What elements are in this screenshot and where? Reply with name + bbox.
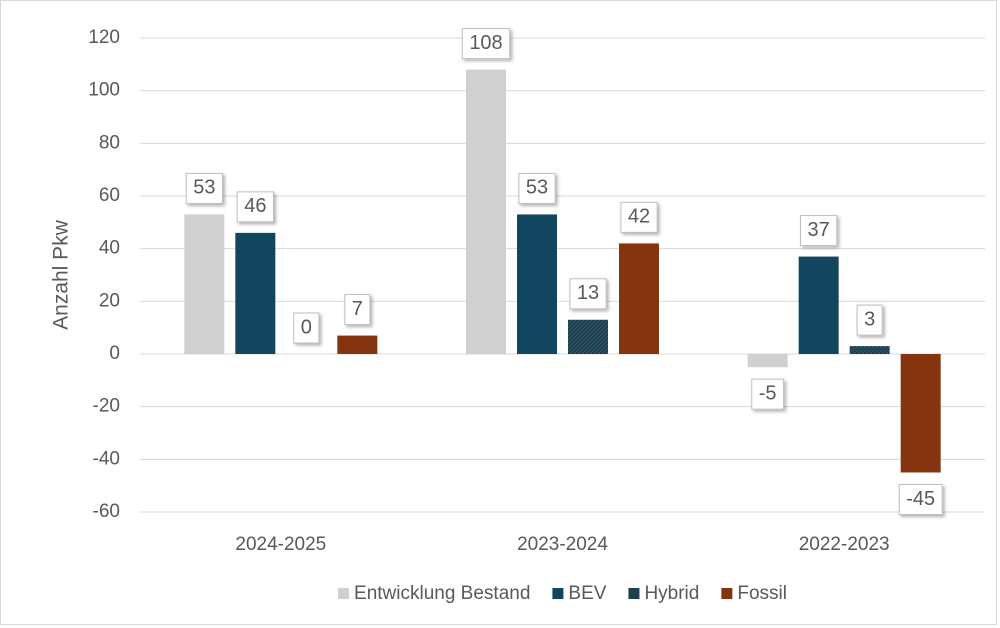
data-label: 53 — [185, 172, 223, 204]
y-tick-label: 40 — [99, 238, 120, 259]
y-axis-title: Anzahl Pkw — [50, 219, 73, 330]
y-tick-label: 0 — [109, 343, 120, 364]
y-tick-label: -40 — [93, 448, 120, 469]
data-label-text: 37 — [808, 219, 830, 241]
y-tick-label: 60 — [99, 185, 120, 206]
data-label-text: 0 — [301, 316, 312, 338]
legend-label: Entwicklung Bestand — [354, 583, 530, 604]
y-tick-label: 20 — [99, 290, 120, 311]
data-label-text: 53 — [526, 177, 548, 199]
bar — [900, 354, 941, 473]
data-label-text: -5 — [759, 382, 777, 404]
data-label: 53 — [518, 172, 556, 204]
legend-item: Hybrid — [628, 583, 699, 604]
legend-item: Fossil — [721, 583, 787, 604]
legend-swatch — [721, 588, 733, 599]
bar — [337, 335, 378, 354]
y-tick-label: -60 — [93, 501, 120, 522]
data-label: -45 — [898, 484, 943, 515]
data-label-box — [569, 278, 607, 310]
data-label: 108 — [461, 28, 511, 60]
data-label: 42 — [620, 201, 658, 233]
data-label-text: 13 — [577, 282, 599, 304]
legend-label: Hybrid — [644, 583, 699, 604]
data-label-box — [620, 201, 658, 233]
data-label: -5 — [751, 378, 785, 410]
legend-label: BEV — [568, 583, 606, 604]
data-label-text: 7 — [352, 298, 363, 320]
data-label-text: 108 — [469, 32, 502, 54]
data-label-box — [800, 215, 838, 247]
legend-label: Fossil — [737, 583, 787, 604]
data-label: 13 — [569, 278, 607, 310]
data-label-text: -45 — [906, 488, 935, 510]
bar — [235, 232, 276, 354]
data-label-text: 53 — [193, 177, 215, 199]
data-label-box — [185, 172, 223, 204]
data-label-box — [461, 28, 511, 60]
data-label: 3 — [856, 304, 883, 336]
data-label-box — [344, 294, 371, 326]
bar — [466, 69, 506, 354]
x-tick-label: 2024-2025 — [235, 534, 326, 555]
x-tick-label: 2023-2024 — [517, 534, 608, 555]
data-label-box — [856, 304, 883, 336]
x-tick-label: 2022-2023 — [799, 534, 890, 555]
legend-item: BEV — [552, 583, 607, 604]
bar — [747, 354, 788, 368]
data-label-box — [898, 484, 943, 515]
data-label-text: 3 — [864, 308, 875, 330]
legend-swatch — [338, 588, 350, 599]
data-label: 0 — [293, 312, 320, 344]
legend-item: Entwicklung Bestand — [338, 583, 530, 604]
y-tick-label: 120 — [88, 27, 120, 48]
data-label-text: 42 — [628, 206, 650, 228]
y-tick-label: 80 — [99, 132, 120, 153]
bar — [517, 214, 557, 354]
data-label-text: 46 — [244, 195, 266, 217]
data-label-box — [751, 378, 785, 410]
bar — [849, 346, 890, 354]
y-tick-label: 100 — [88, 80, 120, 101]
data-label: 37 — [800, 215, 838, 247]
bar — [619, 243, 659, 354]
y-tick-label: -20 — [93, 396, 120, 417]
legend-swatch — [552, 588, 564, 599]
bar — [184, 214, 225, 354]
bar — [798, 256, 839, 354]
data-label-box — [293, 312, 320, 344]
data-label: 46 — [236, 191, 274, 223]
data-label-box — [518, 172, 556, 204]
data-label-box — [236, 191, 274, 223]
bar — [568, 319, 608, 354]
data-label: 7 — [344, 294, 371, 326]
legend-swatch — [628, 588, 640, 599]
